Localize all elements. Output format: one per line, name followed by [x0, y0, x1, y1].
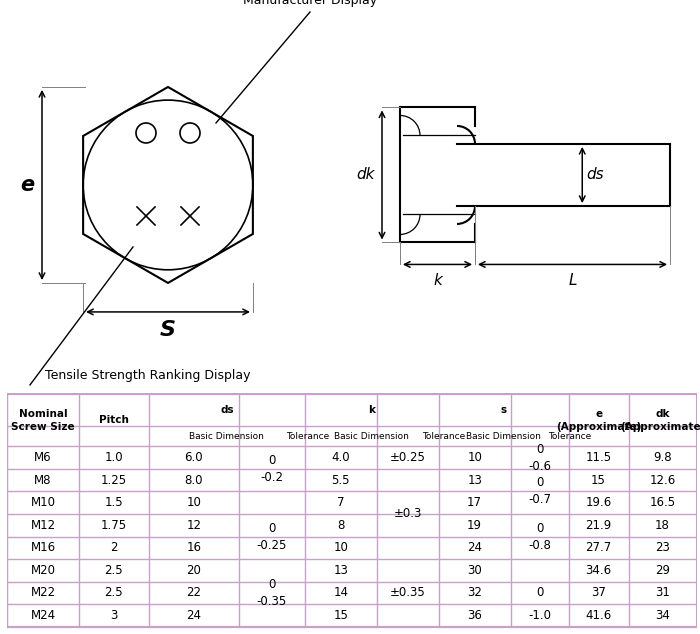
Text: 18: 18 [655, 519, 670, 532]
Text: 11.5: 11.5 [585, 451, 612, 464]
Text: 0
-0.6: 0 -0.6 [528, 443, 551, 472]
Text: 20: 20 [186, 564, 202, 577]
Text: 8.0: 8.0 [185, 474, 203, 487]
Text: 23: 23 [655, 541, 670, 554]
Text: 3: 3 [110, 609, 118, 622]
Text: 0: 0 [536, 586, 543, 600]
Text: 17: 17 [467, 496, 482, 509]
Text: dk
(Approximate): dk (Approximate) [620, 408, 700, 432]
Text: 10: 10 [186, 496, 202, 509]
Text: Tolerance: Tolerance [422, 432, 466, 441]
Text: 29: 29 [655, 564, 670, 577]
Text: -1.0: -1.0 [528, 609, 551, 622]
Text: 10: 10 [333, 541, 348, 554]
Text: Tensile Strength Ranking Display: Tensile Strength Ranking Display [46, 369, 251, 382]
Text: 22: 22 [186, 586, 202, 600]
Text: e
(Approximate): e (Approximate) [556, 408, 641, 432]
Text: M24: M24 [30, 609, 55, 622]
Text: Basic Dimension: Basic Dimension [190, 432, 265, 441]
Text: 2.5: 2.5 [104, 586, 123, 600]
Text: 34: 34 [655, 609, 670, 622]
Text: ds: ds [220, 405, 234, 415]
Text: 36: 36 [467, 609, 482, 622]
Text: 0
-0.2: 0 -0.2 [260, 454, 284, 484]
Text: 7: 7 [337, 496, 344, 509]
Text: ds: ds [587, 167, 604, 183]
Text: M12: M12 [30, 519, 55, 532]
Text: k: k [433, 273, 442, 288]
Text: 13: 13 [467, 474, 482, 487]
Text: 0
-0.7: 0 -0.7 [528, 476, 551, 507]
Text: Nominal
Screw Size: Nominal Screw Size [11, 408, 75, 432]
Text: 31: 31 [655, 586, 670, 600]
Text: 15: 15 [333, 609, 348, 622]
Text: 24: 24 [186, 609, 202, 622]
Text: 41.6: 41.6 [585, 609, 612, 622]
Text: Tolerance: Tolerance [548, 432, 592, 441]
Text: ±0.25: ±0.25 [390, 451, 426, 464]
Text: 15: 15 [591, 474, 606, 487]
Text: e: e [20, 175, 34, 195]
Text: ±0.35: ±0.35 [390, 586, 426, 600]
Text: 5.5: 5.5 [332, 474, 350, 487]
Text: Manufacturer Display: Manufacturer Display [243, 0, 377, 7]
Text: M6: M6 [34, 451, 52, 464]
Text: 1.25: 1.25 [101, 474, 127, 487]
Text: 1.5: 1.5 [104, 496, 123, 509]
Text: 1.0: 1.0 [104, 451, 123, 464]
Text: 24: 24 [467, 541, 482, 554]
Text: S: S [160, 320, 176, 340]
Text: 12: 12 [186, 519, 202, 532]
Text: M10: M10 [31, 496, 55, 509]
Text: Basic Dimension: Basic Dimension [335, 432, 409, 441]
Text: 8: 8 [337, 519, 344, 532]
Text: 34.6: 34.6 [585, 564, 612, 577]
Text: 16: 16 [186, 541, 202, 554]
Text: dk: dk [357, 167, 375, 183]
Text: 2.5: 2.5 [104, 564, 123, 577]
Text: M8: M8 [34, 474, 52, 487]
Text: 1.75: 1.75 [101, 519, 127, 532]
Text: 2: 2 [110, 541, 118, 554]
Text: 30: 30 [468, 564, 482, 577]
Text: Basic Dimension: Basic Dimension [466, 432, 541, 441]
Text: 19: 19 [467, 519, 482, 532]
Text: ±0.3: ±0.3 [393, 507, 422, 521]
Text: M20: M20 [31, 564, 55, 577]
Text: M16: M16 [30, 541, 55, 554]
Text: 16.5: 16.5 [650, 496, 676, 509]
Text: 0
-0.35: 0 -0.35 [257, 578, 287, 608]
Text: 32: 32 [467, 586, 482, 600]
Text: 21.9: 21.9 [585, 519, 612, 532]
Text: 12.6: 12.6 [650, 474, 676, 487]
Text: 0
-0.25: 0 -0.25 [257, 522, 287, 552]
Text: M22: M22 [30, 586, 55, 600]
Text: 10: 10 [467, 451, 482, 464]
Text: 27.7: 27.7 [585, 541, 612, 554]
Text: 6.0: 6.0 [185, 451, 203, 464]
Text: 0
-0.8: 0 -0.8 [528, 522, 551, 552]
Text: Pitch: Pitch [99, 415, 129, 425]
Text: k: k [368, 405, 375, 415]
Text: s: s [500, 405, 507, 415]
Text: L: L [568, 273, 577, 288]
Text: 9.8: 9.8 [653, 451, 672, 464]
Text: 19.6: 19.6 [585, 496, 612, 509]
Text: Tolerance: Tolerance [286, 432, 330, 441]
Text: 14: 14 [333, 586, 349, 600]
Text: 37: 37 [591, 586, 606, 600]
Text: 4.0: 4.0 [331, 451, 350, 464]
Text: 13: 13 [333, 564, 348, 577]
